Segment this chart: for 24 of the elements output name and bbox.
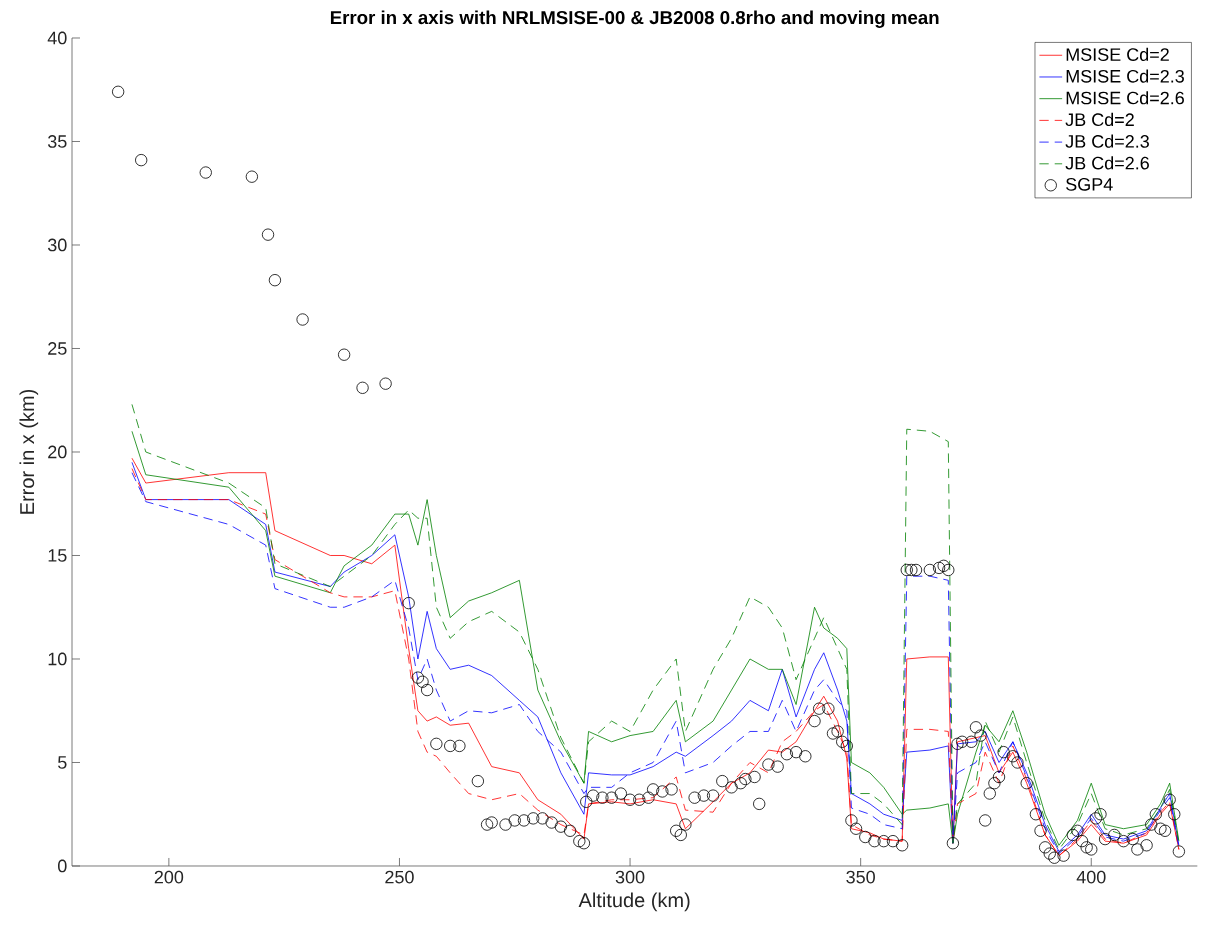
x-tick-label: 400	[1076, 870, 1106, 884]
y-tick-label: 15	[48, 549, 67, 562]
y-tick-label: 20	[48, 445, 67, 459]
y-tick-label: 5	[58, 756, 67, 769]
x-tick-label: 250	[385, 870, 414, 884]
x-tick-label: 350	[846, 870, 875, 884]
x-axis-title: Altitude (km)	[578, 892, 690, 912]
legend-label: MSISE Cd=2	[1066, 47, 1169, 61]
y-tick-label: 0	[58, 859, 67, 873]
y-tick-label: 35	[47, 135, 67, 148]
y-axis-title: Error in x (km)	[19, 389, 39, 514]
legend-label: MSISE Cd=2.6	[1066, 91, 1184, 105]
x-tick-label: 200	[154, 870, 184, 884]
legend-label: MSISE Cd=2.3	[1066, 69, 1184, 83]
x-tick-label: 300	[615, 870, 645, 884]
legend-label: SGP4	[1066, 178, 1113, 191]
y-tick-label: 30	[47, 238, 67, 252]
legend-label: JB Cd=2.6	[1065, 156, 1149, 170]
chart-title: Error in x axis with NRLMSISE-00 & JB2008 0.8rho and moving mean	[330, 10, 939, 28]
y-tick-label: 40	[47, 31, 67, 45]
y-tick-label: 25	[48, 342, 67, 355]
legend-label: JB Cd=2.3	[1065, 134, 1149, 148]
legend-label: JB Cd=2	[1065, 112, 1134, 127]
y-tick-label: 10	[48, 652, 67, 666]
